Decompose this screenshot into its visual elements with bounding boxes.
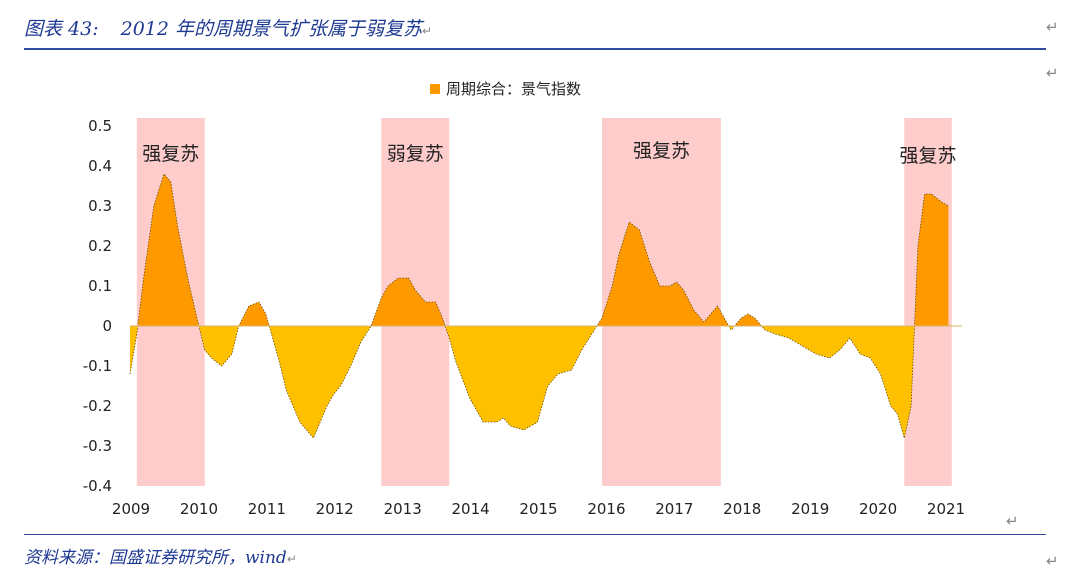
x-tick-label: 2016 [587, 500, 625, 518]
return-mark-icon: ↵ [286, 552, 297, 566]
legend-swatch [430, 84, 440, 94]
y-tick-label: 0.4 [88, 157, 112, 175]
negative-area-7 [445, 326, 597, 430]
x-tick-label: 2010 [180, 500, 218, 518]
title-divider [24, 48, 1046, 50]
negative-area-3 [198, 326, 239, 366]
source-text: 资料来源：国盛证券研究所，wind [24, 548, 287, 568]
y-tick-label: 0.1 [88, 277, 112, 295]
y-tick-label: 0.2 [88, 237, 112, 255]
y-tick-label: -0.3 [83, 437, 112, 455]
x-tick-label: 2019 [791, 500, 829, 518]
period-label-4: 强复苏 [900, 145, 957, 167]
source-note: 资料来源：国盛证券研究所，wind↵ [24, 543, 297, 568]
figure-number: 图表 43: [24, 18, 99, 40]
x-tick-label: 2011 [248, 500, 286, 518]
source-divider [24, 534, 1046, 535]
period-label-1: 强复苏 [142, 143, 199, 165]
y-axis-ticks: 0.5 0.4 0.3 0.2 0.1 0 -0.1 -0.2 -0.3 -0.4 [83, 117, 112, 495]
positive-area-6 [371, 278, 446, 326]
period-label-2: 弱复苏 [387, 143, 444, 165]
negative-area-11 [761, 326, 915, 438]
positive-area-4 [238, 302, 270, 326]
figure-title: 图表 43: 2012 年的周期景气扩张属于弱复苏↵ [24, 14, 432, 41]
x-tick-label: 2014 [451, 500, 489, 518]
y-tick-label: 0.5 [88, 117, 112, 135]
x-tick-label: 2021 [927, 500, 965, 518]
area-series [130, 174, 949, 438]
legend: 周期综合：景气指数 [430, 80, 581, 98]
x-tick-label: 2020 [859, 500, 897, 518]
period-label-3: 强复苏 [633, 140, 690, 162]
x-tick-label: 2009 [112, 500, 150, 518]
x-tick-label: 2015 [519, 500, 557, 518]
y-tick-label: 0.3 [88, 197, 112, 215]
return-mark-icon: ↵ [1006, 512, 1019, 530]
y-tick-label: -0.2 [83, 397, 112, 415]
negative-area-5 [269, 326, 372, 438]
y-tick-label: 0 [102, 317, 112, 335]
return-mark-icon: ↵ [1046, 552, 1059, 570]
return-mark-icon: ↵ [1046, 18, 1059, 36]
legend-label: 周期综合：景气指数 [446, 80, 581, 98]
negative-area-9 [728, 326, 735, 330]
y-tick-label: -0.4 [83, 477, 112, 495]
x-tick-label: 2017 [655, 500, 693, 518]
x-tick-label: 2012 [316, 500, 354, 518]
x-tick-label: 2018 [723, 500, 761, 518]
figure-title-text: 2012 年的周期景气扩张属于弱复苏 [120, 18, 423, 40]
x-axis-ticks: 2009 2010 2011 2012 2013 2014 2015 2016 2017 2018… [112, 500, 965, 518]
return-mark-icon: ↵ [422, 24, 433, 38]
y-tick-label: -0.1 [83, 357, 112, 375]
x-tick-label: 2013 [384, 500, 422, 518]
period-labels: 强复苏 弱复苏 强复苏 强复苏 [142, 140, 956, 167]
series-line [129, 173, 949, 439]
positive-area-10 [734, 314, 762, 326]
positive-area-2 [137, 174, 199, 326]
positive-area-12 [914, 194, 949, 326]
positive-area-8 [596, 222, 729, 326]
return-mark-icon: ↵ [1046, 64, 1059, 82]
series-outline [129, 173, 949, 439]
